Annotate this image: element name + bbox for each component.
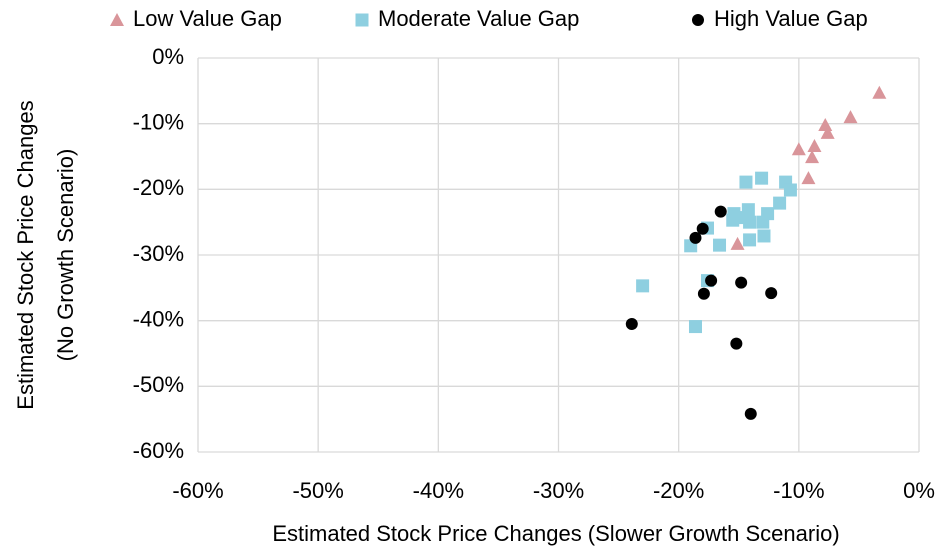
point — [807, 138, 822, 152]
point — [773, 196, 787, 210]
point — [625, 317, 638, 330]
y-tick-label: -10% — [133, 109, 184, 134]
point — [730, 337, 743, 350]
point — [783, 183, 797, 197]
y-axis-title: Estimated Stock Price Changes — [13, 100, 38, 409]
point — [726, 213, 740, 227]
point — [730, 236, 745, 250]
point — [713, 238, 727, 252]
y-tick-label: -20% — [133, 175, 184, 200]
y-tick-label: 0% — [152, 44, 184, 69]
point — [820, 125, 835, 139]
y-axis-title: (No Growth Scenario) — [53, 149, 78, 362]
x-tick-label: -30% — [533, 478, 584, 503]
point — [756, 215, 770, 229]
point — [744, 407, 757, 420]
legend-marker — [110, 13, 124, 26]
y-tick-label: -50% — [133, 372, 184, 397]
legend-label: High Value Gap — [714, 6, 868, 31]
point — [636, 279, 650, 293]
point — [688, 320, 702, 334]
point — [714, 205, 727, 218]
x-tick-label: 0% — [903, 478, 935, 503]
point — [791, 142, 806, 156]
legend-label: Moderate Value Gap — [378, 6, 579, 31]
point — [743, 215, 757, 229]
point — [735, 276, 748, 289]
point — [818, 117, 833, 131]
y-tick-label: -30% — [133, 241, 184, 266]
point — [805, 150, 820, 164]
x-tick-label: -40% — [413, 478, 464, 503]
x-axis-title: Estimated Stock Price Changes (Slower Gr… — [272, 521, 839, 546]
point — [705, 274, 718, 287]
point — [801, 171, 816, 185]
point — [743, 233, 757, 247]
point — [843, 110, 858, 124]
point — [689, 231, 702, 244]
y-tick-label: -60% — [133, 438, 184, 463]
y-tick-label: -40% — [133, 306, 184, 331]
point — [755, 171, 769, 185]
point — [739, 175, 753, 189]
x-tick-label: -60% — [172, 478, 223, 503]
x-tick-label: -20% — [653, 478, 704, 503]
point — [696, 222, 709, 235]
x-tick-label: -10% — [773, 478, 824, 503]
point — [757, 229, 771, 243]
x-tick-label: -50% — [292, 478, 343, 503]
legend-marker — [355, 13, 369, 27]
legend-marker — [692, 14, 704, 26]
point — [765, 287, 778, 300]
legend-label: Low Value Gap — [133, 6, 282, 31]
point — [872, 85, 887, 99]
point — [697, 287, 710, 300]
